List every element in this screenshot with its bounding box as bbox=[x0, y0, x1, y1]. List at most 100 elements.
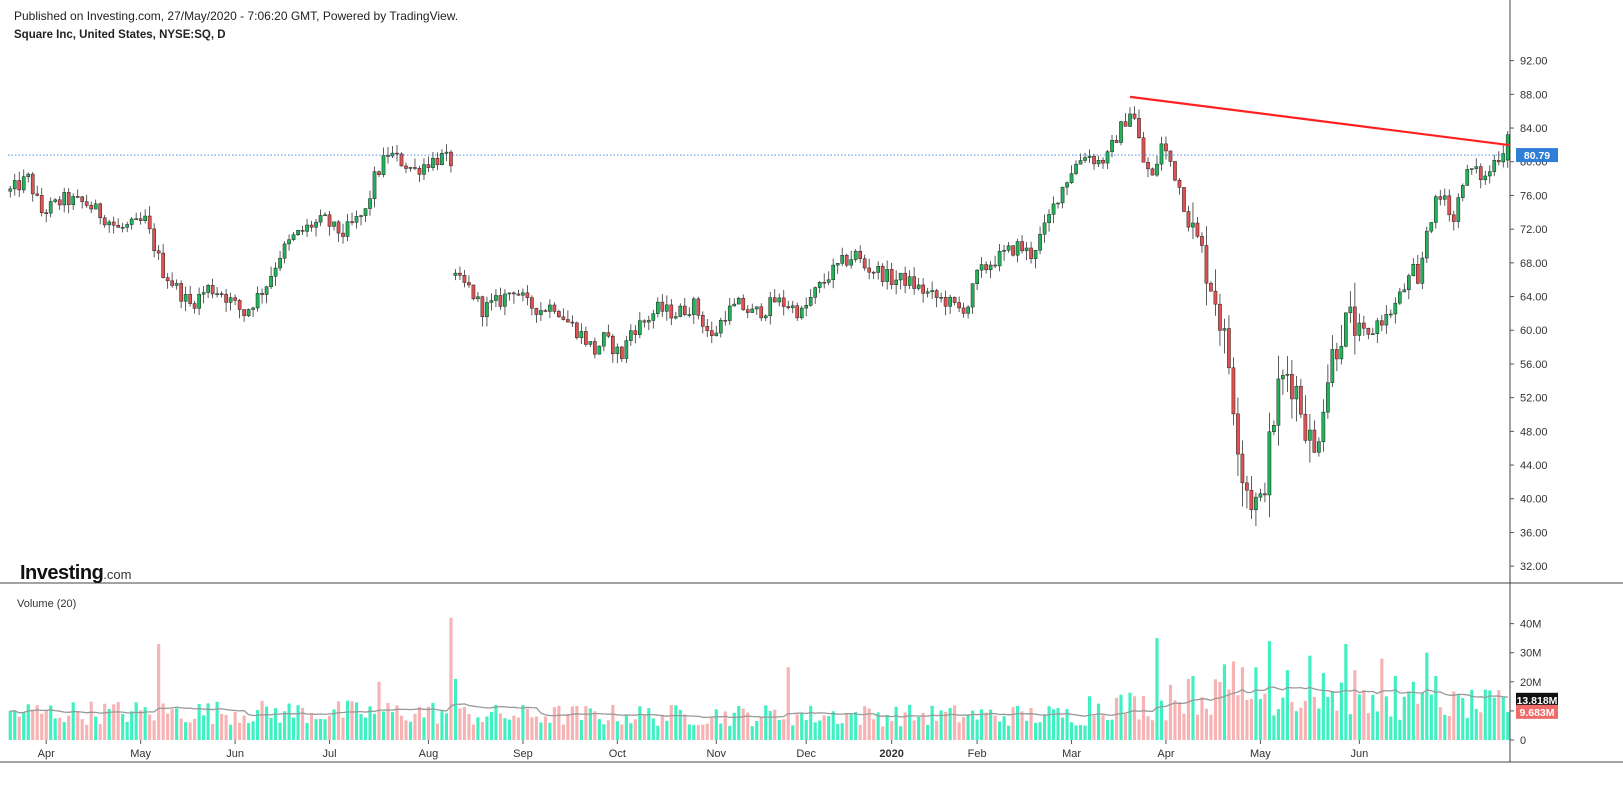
volume-bar bbox=[984, 712, 988, 740]
candle bbox=[282, 241, 287, 264]
candle bbox=[1227, 315, 1231, 375]
candle bbox=[417, 165, 422, 183]
volume-bar bbox=[265, 706, 269, 740]
candle bbox=[921, 278, 925, 303]
candle bbox=[1123, 112, 1128, 127]
volume-pane-title: Volume (20) bbox=[17, 598, 77, 610]
price-tick-label: 72.00 bbox=[1520, 224, 1548, 236]
volume-bar bbox=[831, 711, 835, 740]
candle bbox=[633, 325, 638, 344]
candle bbox=[246, 308, 251, 318]
candle bbox=[1029, 241, 1033, 264]
candle bbox=[1150, 167, 1155, 176]
candle bbox=[1065, 181, 1069, 196]
candle bbox=[66, 188, 71, 214]
volume-bar bbox=[1393, 676, 1397, 740]
candle bbox=[660, 293, 665, 317]
volume-bar bbox=[395, 705, 399, 740]
candle bbox=[638, 312, 642, 339]
volume-bar bbox=[31, 709, 35, 740]
volume-bar bbox=[197, 704, 201, 740]
candle bbox=[39, 188, 44, 217]
volume-bar bbox=[795, 714, 799, 740]
svg-text:9.683M: 9.683M bbox=[1519, 707, 1554, 719]
volume-bar bbox=[1186, 678, 1191, 740]
candle bbox=[1069, 165, 1074, 184]
candle bbox=[826, 271, 831, 286]
volume-bar bbox=[166, 713, 170, 740]
candle bbox=[179, 280, 183, 309]
volume-bar bbox=[13, 710, 17, 740]
volume-bar bbox=[957, 722, 961, 740]
candle bbox=[696, 296, 701, 320]
candle bbox=[1415, 255, 1420, 285]
candle bbox=[480, 295, 485, 327]
volume-bar bbox=[1024, 720, 1029, 740]
candle bbox=[1141, 131, 1146, 163]
volume-bar bbox=[809, 705, 813, 740]
month-label: Jul bbox=[323, 748, 337, 760]
volume-bar bbox=[53, 718, 57, 740]
volume-bar bbox=[1326, 696, 1330, 740]
candle bbox=[1456, 193, 1461, 229]
candle bbox=[862, 254, 867, 271]
volume-bar bbox=[139, 710, 143, 740]
candle bbox=[1371, 327, 1375, 336]
candle bbox=[1384, 305, 1389, 334]
volume-bar bbox=[368, 706, 372, 740]
volume-bar bbox=[1335, 710, 1339, 740]
volume-bar bbox=[453, 678, 458, 740]
volume-bar bbox=[1501, 697, 1505, 740]
candle bbox=[763, 314, 768, 322]
volume-bar bbox=[1128, 692, 1132, 740]
candle bbox=[1330, 335, 1335, 388]
volume-bar bbox=[94, 716, 98, 740]
candle bbox=[624, 335, 629, 364]
candle bbox=[516, 289, 521, 296]
volume-bar bbox=[1303, 700, 1307, 740]
volume-bar bbox=[318, 718, 323, 740]
candle bbox=[1177, 178, 1182, 195]
candle bbox=[655, 297, 660, 318]
volume-bar bbox=[512, 715, 516, 740]
volume-bar bbox=[184, 722, 188, 740]
volume-bar bbox=[282, 711, 287, 740]
volume-bar bbox=[98, 724, 102, 740]
candle bbox=[961, 302, 966, 318]
volume-bar bbox=[193, 718, 197, 740]
candle bbox=[1173, 161, 1177, 182]
candle bbox=[687, 307, 692, 318]
volume-last-tag: 9.683M bbox=[1516, 704, 1558, 719]
candle bbox=[1303, 395, 1308, 444]
month-label: Jun bbox=[226, 748, 244, 760]
volume-bar bbox=[175, 708, 179, 740]
candle bbox=[120, 222, 125, 233]
volume-bar bbox=[998, 721, 1002, 740]
volume-bar bbox=[112, 704, 116, 740]
volume-bar bbox=[1434, 676, 1438, 740]
volume-bar bbox=[840, 723, 844, 740]
volume-bar bbox=[242, 715, 246, 740]
candle bbox=[871, 271, 876, 280]
candle bbox=[840, 247, 845, 267]
candle bbox=[377, 170, 381, 177]
volume-bar bbox=[485, 716, 489, 740]
volume-bar bbox=[58, 717, 62, 740]
candle bbox=[1294, 375, 1299, 422]
candle bbox=[1087, 149, 1092, 163]
candle bbox=[80, 195, 85, 209]
last-price-tag: 80.79 bbox=[1516, 148, 1558, 163]
volume-bar bbox=[305, 722, 309, 740]
volume-bar bbox=[1092, 715, 1096, 740]
candle bbox=[44, 209, 49, 223]
candle bbox=[471, 284, 476, 301]
candle bbox=[1348, 291, 1353, 323]
volume-bar bbox=[908, 704, 912, 740]
candle bbox=[930, 281, 934, 300]
month-label: Dec bbox=[796, 748, 816, 760]
candle bbox=[408, 166, 413, 172]
price-tick-label: 52.00 bbox=[1520, 393, 1548, 405]
price-tick-label: 64.00 bbox=[1520, 292, 1548, 304]
volume-bar bbox=[1209, 714, 1213, 740]
